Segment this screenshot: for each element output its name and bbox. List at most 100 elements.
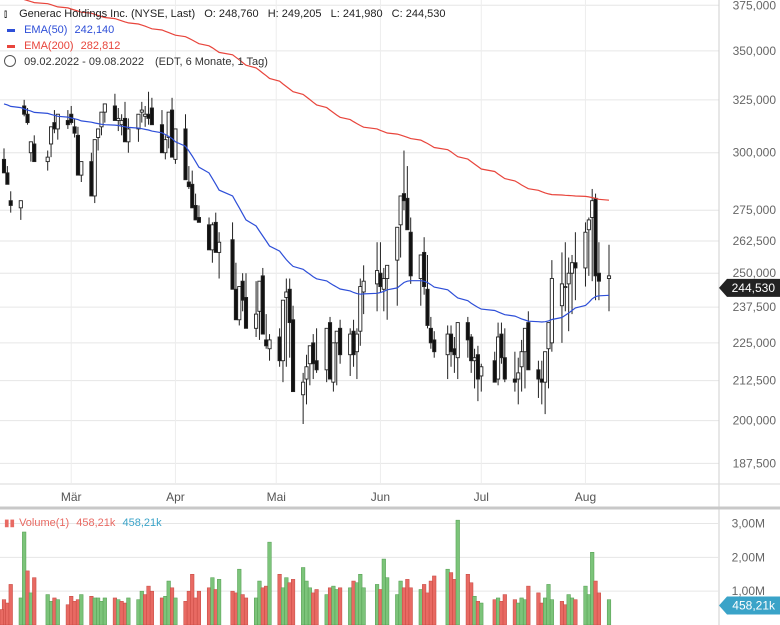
volume-bar[interactable] xyxy=(385,577,390,625)
candle[interactable] xyxy=(280,299,286,383)
candle[interactable] xyxy=(112,93,117,121)
candle[interactable] xyxy=(324,327,329,383)
volume-bar[interactable] xyxy=(445,568,450,625)
candle[interactable] xyxy=(469,334,474,373)
candle[interactable] xyxy=(287,278,292,358)
candle[interactable] xyxy=(314,328,319,373)
candle[interactable] xyxy=(563,242,568,312)
candle[interactable] xyxy=(512,351,517,392)
volume-bar[interactable] xyxy=(291,579,296,625)
volume-bar[interactable] xyxy=(422,584,427,625)
volume-bar[interactable] xyxy=(452,579,457,625)
candle[interactable] xyxy=(566,257,571,332)
candle[interactable] xyxy=(159,110,165,154)
volume-bar[interactable] xyxy=(543,597,548,625)
volume-bar[interactable] xyxy=(334,589,339,625)
candle[interactable] xyxy=(381,267,386,312)
candle[interactable] xyxy=(237,286,242,326)
volume-bar[interactable] xyxy=(301,567,306,625)
volume-bar[interactable] xyxy=(163,596,168,625)
volume-bar[interactable] xyxy=(324,594,329,625)
candle[interactable] xyxy=(301,372,306,424)
candle[interactable] xyxy=(196,205,201,223)
volume-bar[interactable] xyxy=(519,597,524,625)
candle[interactable] xyxy=(5,166,10,185)
volume-bar[interactable] xyxy=(18,597,23,625)
candle[interactable] xyxy=(163,135,168,160)
volume-bar[interactable] xyxy=(280,587,286,625)
volume-bar[interactable] xyxy=(405,579,410,625)
candle[interactable] xyxy=(264,314,269,349)
candle[interactable] xyxy=(89,152,94,197)
candle[interactable] xyxy=(583,222,588,287)
volume-bar[interactable] xyxy=(173,597,178,625)
volume-bar[interactable] xyxy=(233,592,238,625)
volume-bar[interactable] xyxy=(418,589,423,625)
candle[interactable] xyxy=(573,232,578,301)
volume-bar[interactable] xyxy=(45,594,50,625)
volume-bar[interactable] xyxy=(472,596,477,625)
volume-bar[interactable] xyxy=(183,601,188,625)
volume-bar[interactable] xyxy=(49,601,54,625)
volume-bar[interactable] xyxy=(331,585,336,625)
candle[interactable] xyxy=(385,264,390,320)
volume-bar[interactable] xyxy=(465,574,470,625)
candle[interactable] xyxy=(267,334,272,361)
volume-bar[interactable] xyxy=(69,596,74,625)
candle[interactable] xyxy=(455,322,460,380)
volume-bar[interactable] xyxy=(593,580,598,625)
candle[interactable] xyxy=(331,342,336,392)
volume-bar[interactable] xyxy=(428,580,433,625)
candle[interactable] xyxy=(28,141,33,162)
volume-bar[interactable] xyxy=(112,597,117,625)
volume-bar[interactable] xyxy=(277,574,282,625)
candle[interactable] xyxy=(92,139,97,204)
candle[interactable] xyxy=(49,126,54,158)
candle[interactable] xyxy=(351,319,356,367)
candle[interactable] xyxy=(546,322,551,389)
candle[interactable] xyxy=(119,114,124,136)
candle[interactable] xyxy=(606,244,612,312)
candle[interactable] xyxy=(499,322,504,364)
candle[interactable] xyxy=(378,242,383,292)
volume-bar[interactable] xyxy=(425,592,430,625)
volume-bar[interactable] xyxy=(502,594,507,625)
volume-bar[interactable] xyxy=(243,597,249,625)
candle[interactable] xyxy=(25,108,30,125)
volume-bar[interactable] xyxy=(267,541,272,625)
volume-bar[interactable] xyxy=(170,587,175,625)
candle[interactable] xyxy=(492,351,497,383)
volume-bar[interactable] xyxy=(116,599,121,625)
volume-bar[interactable] xyxy=(559,601,564,625)
volume-bar[interactable] xyxy=(119,601,124,625)
candle[interactable] xyxy=(361,265,366,315)
volume-bar[interactable] xyxy=(354,582,359,625)
volume-bar[interactable] xyxy=(512,599,517,625)
volume-bar[interactable] xyxy=(606,599,612,625)
candle[interactable] xyxy=(217,232,222,279)
candle[interactable] xyxy=(291,305,296,393)
candle[interactable] xyxy=(143,105,148,127)
candle[interactable] xyxy=(516,357,521,405)
candle[interactable] xyxy=(149,97,154,126)
volume-bar[interactable] xyxy=(546,584,551,625)
candle[interactable] xyxy=(193,193,198,221)
candle[interactable] xyxy=(422,237,427,295)
volume-bar[interactable] xyxy=(479,602,484,625)
candle[interactable] xyxy=(45,150,50,171)
legend-volume[interactable]: ▮▮ Volume(1) 458,21k 458,21k xyxy=(4,516,162,531)
candle[interactable] xyxy=(8,191,13,213)
volume-bar[interactable] xyxy=(496,597,501,625)
candle[interactable] xyxy=(257,280,262,340)
candle[interactable] xyxy=(304,354,309,405)
candle[interactable] xyxy=(408,217,413,284)
volume-bar[interactable] xyxy=(378,589,383,625)
candle[interactable] xyxy=(173,128,178,164)
volume-bar[interactable] xyxy=(492,599,497,625)
volume-bar[interactable] xyxy=(65,604,70,625)
volume-bar[interactable] xyxy=(0,609,4,625)
candle[interactable] xyxy=(146,91,151,125)
volume-bar[interactable] xyxy=(539,602,544,625)
candle[interactable] xyxy=(549,260,554,352)
volume-bar[interactable] xyxy=(348,587,353,625)
